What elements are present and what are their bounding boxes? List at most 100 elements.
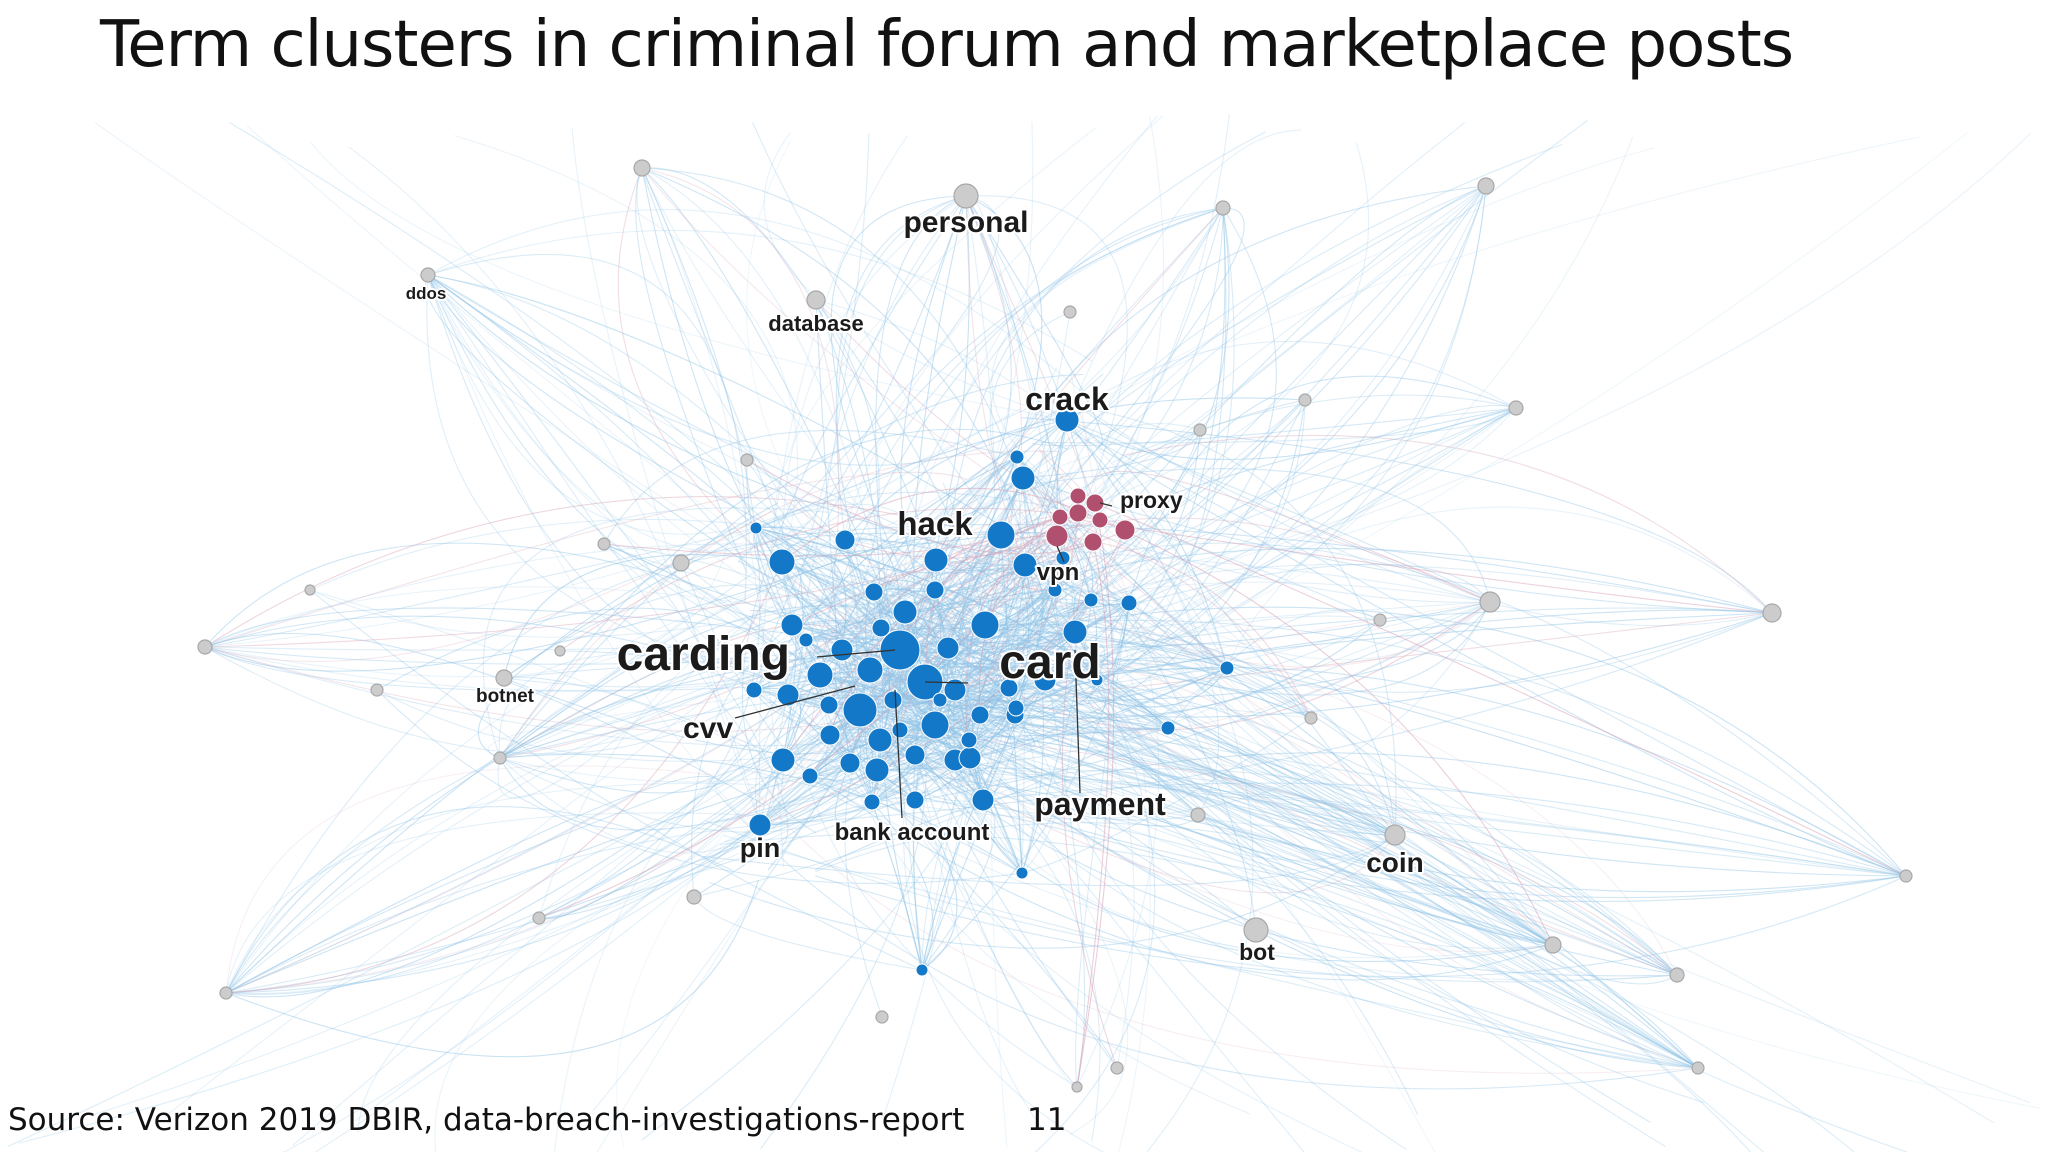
network-edge xyxy=(1000,534,1407,1151)
network-edge xyxy=(943,601,1491,702)
label-leader-line xyxy=(1056,545,1065,563)
network-edge xyxy=(914,754,1078,1088)
network-edge xyxy=(225,727,833,995)
core-node xyxy=(839,752,861,774)
network-edge xyxy=(603,516,1061,557)
network-edge xyxy=(876,727,1169,771)
network-edge xyxy=(921,589,1056,971)
network-edge xyxy=(805,627,1228,669)
network-edge xyxy=(869,669,907,771)
network-edge xyxy=(829,727,1169,739)
core-node xyxy=(986,520,1016,550)
network-edge xyxy=(912,754,923,971)
network-edge xyxy=(1167,609,1381,729)
peripheral-node xyxy=(1373,613,1387,627)
core-node xyxy=(999,678,1019,698)
network-edge xyxy=(693,896,923,971)
network-edge xyxy=(954,529,1126,691)
network-edge xyxy=(934,601,1491,723)
peripheral-node xyxy=(1071,1081,1083,1093)
network-edge xyxy=(755,527,1169,729)
network-edge xyxy=(1022,429,1201,479)
network-edge xyxy=(616,649,901,1148)
network-edge xyxy=(859,709,1855,1152)
network-edge xyxy=(1077,495,1907,877)
network-edge xyxy=(204,523,732,678)
network-edge xyxy=(427,209,1106,413)
core-node xyxy=(905,790,925,810)
term-label-hack: hack xyxy=(897,505,973,542)
network-edge xyxy=(427,274,875,593)
network-edge xyxy=(1066,129,1302,421)
term-label-card: card xyxy=(999,636,1100,689)
network-edge xyxy=(809,769,879,809)
network-edges xyxy=(7,114,2041,1152)
network-edge xyxy=(204,646,938,692)
network-edge xyxy=(641,167,761,789)
network-edge xyxy=(503,677,881,755)
network-edge xyxy=(427,274,1026,566)
term-label-crack: crack xyxy=(1025,381,1109,417)
network-edge xyxy=(914,679,1098,801)
network-edge xyxy=(499,605,937,759)
network-edge xyxy=(204,535,1058,648)
network-edge xyxy=(499,454,1093,759)
network-edge xyxy=(225,879,759,1058)
network-edge xyxy=(1024,207,1224,566)
network-edge xyxy=(759,529,1126,826)
peripheral-node xyxy=(1544,936,1562,954)
term-label-carding: carding xyxy=(617,628,790,681)
network-edge xyxy=(719,833,1699,1069)
network-edge xyxy=(939,699,1699,1069)
core-node xyxy=(892,599,918,625)
term-label-payment: payment xyxy=(1034,786,1166,822)
network-edge xyxy=(737,195,1000,563)
network-edge xyxy=(1022,423,1201,479)
core-node xyxy=(780,613,804,637)
network-edge xyxy=(815,776,1554,981)
network-edge xyxy=(760,649,927,1150)
network-edge xyxy=(1021,417,1773,614)
network-edge xyxy=(746,140,901,651)
network-edge xyxy=(921,602,1130,971)
network-edge xyxy=(427,274,923,649)
network-edge xyxy=(1036,606,1907,877)
peripheral-node xyxy=(1691,1061,1705,1075)
network-edge xyxy=(988,516,1061,689)
network-edge xyxy=(1066,419,1254,1152)
network-edge xyxy=(1090,563,1773,614)
network-edge xyxy=(1049,519,1491,603)
network-edge xyxy=(1039,407,1517,444)
network-edge xyxy=(376,689,1023,884)
network-edge xyxy=(954,689,1554,946)
network-edge xyxy=(225,550,787,994)
network-edge xyxy=(1054,589,1199,816)
network-edge xyxy=(791,516,1061,626)
network-edge xyxy=(993,207,1245,568)
network-edge xyxy=(982,557,1064,801)
network-edge xyxy=(815,299,1079,514)
network-edge xyxy=(225,812,762,994)
network-edge xyxy=(899,601,1491,731)
network-edge xyxy=(954,207,1224,691)
network-edge xyxy=(427,274,977,626)
network-edge xyxy=(954,502,1096,761)
network-edge xyxy=(1056,535,1312,719)
network-edge xyxy=(834,762,873,823)
network-edge xyxy=(791,456,1018,626)
network-edge xyxy=(904,597,1228,669)
network-edge xyxy=(916,687,1699,1069)
network-edge xyxy=(499,373,1084,759)
peripheral-node xyxy=(1063,305,1077,319)
network-edge xyxy=(427,274,919,705)
network-edge xyxy=(876,679,1046,771)
network-edge xyxy=(904,611,1199,816)
network-edge xyxy=(434,824,761,1152)
network-edge xyxy=(641,167,840,732)
core-node xyxy=(904,744,926,766)
network-edge xyxy=(880,590,986,629)
network-edge xyxy=(873,591,1130,624)
network-edge xyxy=(1114,689,1678,985)
network-edge xyxy=(968,739,1396,836)
core-node xyxy=(1062,619,1088,645)
